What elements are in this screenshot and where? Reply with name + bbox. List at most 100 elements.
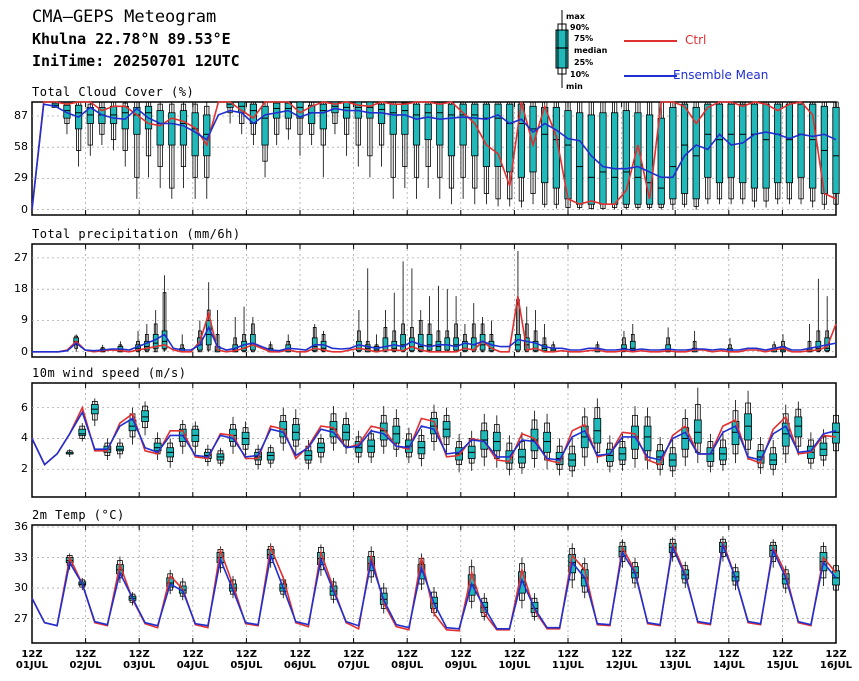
- box-iqr: [715, 103, 724, 184]
- legend-box-glyph: [555, 10, 569, 88]
- x-tick-label: 12Z 08JUL: [391, 649, 424, 671]
- box-iqr: [762, 103, 770, 189]
- y-tick-label: 4: [21, 431, 28, 445]
- x-tick-label: 12Z 06JUL: [283, 649, 317, 671]
- x-tick-label: 12Z 09JUL: [444, 649, 477, 671]
- legend-label-median: median: [574, 46, 608, 55]
- y-tick-label: 6: [21, 400, 28, 414]
- box-iqr: [494, 103, 502, 167]
- ensemble-mean-line: [31, 410, 837, 466]
- box-iqr: [417, 333, 424, 352]
- legend: max 90% 75% median 25% 10% min Ctrl Ense…: [550, 8, 840, 98]
- chart-title: CMA–GEPS Meteogram: [32, 7, 217, 27]
- box-iqr: [392, 425, 401, 444]
- legend-mean-label: Ensemble Mean: [673, 68, 769, 82]
- box-iqr: [471, 103, 479, 157]
- panel-title-cloud: Total Cloud Cover (%): [32, 85, 195, 99]
- box-iqr: [794, 416, 803, 438]
- init-time-label: IniTime: 20250701 12UTC: [32, 52, 240, 70]
- box-iqr: [785, 103, 793, 184]
- x-tick-label: 12Z 11JUL: [551, 649, 585, 671]
- y-tick-label: 0: [21, 344, 28, 358]
- y-tick-label: 36: [14, 520, 28, 534]
- box-iqr: [657, 117, 665, 205]
- panel-title-wind: 10m wind speed (m/s): [32, 366, 187, 380]
- box-10-90: [169, 103, 175, 189]
- legend-label-max: max: [566, 12, 585, 21]
- box-iqr: [379, 422, 388, 441]
- box-10-90: [87, 103, 93, 146]
- box-iqr: [447, 103, 456, 157]
- box-iqr: [400, 333, 406, 352]
- box-10-90: [162, 292, 167, 351]
- box-iqr: [693, 419, 702, 444]
- box-iqr: [436, 103, 444, 146]
- legend-ctrl-label: Ctrl: [685, 33, 707, 47]
- y-tick-label: 30: [14, 581, 28, 595]
- box-iqr: [680, 103, 689, 194]
- y-tick-label: 29: [14, 171, 28, 185]
- box-iqr: [587, 114, 595, 205]
- ensemble-mean-line: [31, 103, 837, 210]
- ctrl-line: [31, 541, 837, 632]
- box-iqr: [744, 413, 752, 441]
- legend-label-75: 75%: [574, 34, 594, 43]
- y-tick-label: 27: [14, 611, 28, 625]
- box-iqr: [168, 112, 176, 146]
- box-iqr: [412, 103, 421, 146]
- box-iqr: [506, 103, 514, 173]
- box-iqr: [692, 106, 700, 200]
- box-iqr: [382, 337, 389, 351]
- y-tick-label: 27: [14, 250, 28, 264]
- ctrl-line: [32, 296, 837, 353]
- box-iqr: [78, 428, 87, 436]
- y-tick-label: 58: [14, 140, 28, 154]
- box-iqr: [643, 425, 652, 452]
- legend-label-min: min: [566, 82, 583, 91]
- box-iqr: [750, 103, 759, 189]
- box-iqr: [576, 112, 584, 205]
- box-iqr: [541, 106, 549, 184]
- box-iqr: [144, 340, 150, 351]
- box-iqr: [424, 103, 432, 141]
- box-iqr: [774, 103, 782, 184]
- box-iqr: [515, 333, 521, 351]
- ctrl-line: [31, 101, 837, 210]
- box-iqr: [435, 340, 442, 352]
- x-tick-label: 12Z 05JUL: [230, 649, 263, 671]
- box-iqr: [261, 105, 269, 146]
- box-iqr: [797, 103, 805, 178]
- box-iqr: [273, 102, 281, 119]
- box-10-90: [134, 101, 140, 178]
- y-tick-label: 9: [21, 313, 28, 327]
- panel-title-precip: Total precipitation (mm/6h): [32, 227, 241, 241]
- box-iqr: [532, 340, 539, 352]
- box-iqr: [552, 106, 560, 189]
- box-iqr: [250, 333, 256, 351]
- box-iqr: [426, 333, 433, 351]
- box-iqr: [543, 431, 551, 453]
- box-iqr: [482, 103, 491, 167]
- x-tick-label: 12Z 14JUL: [712, 649, 745, 671]
- y-tick-label: 33: [14, 550, 28, 564]
- box-iqr: [669, 106, 677, 200]
- y-tick-label: 18: [14, 282, 28, 296]
- box-iqr: [809, 103, 817, 189]
- y-tick-label: 2: [21, 462, 28, 476]
- box-iqr: [518, 448, 526, 464]
- box-iqr: [266, 451, 275, 461]
- legend-label-25: 25%: [574, 58, 594, 67]
- box-iqr: [133, 106, 141, 135]
- ensemble-mean-line: [31, 542, 837, 630]
- box-iqr: [727, 103, 735, 178]
- x-tick-label: 12Z 13JUL: [659, 649, 692, 671]
- box-iqr: [141, 410, 149, 422]
- legend-lines: [624, 40, 677, 77]
- y-tick-label: 0: [21, 202, 28, 216]
- panel-frame: [31, 101, 837, 216]
- box-iqr: [453, 337, 459, 351]
- x-tick-label: 12Z 16JUL: [819, 649, 853, 671]
- x-tick-label: 12Z 04JUL: [176, 649, 209, 671]
- box-iqr: [116, 445, 124, 452]
